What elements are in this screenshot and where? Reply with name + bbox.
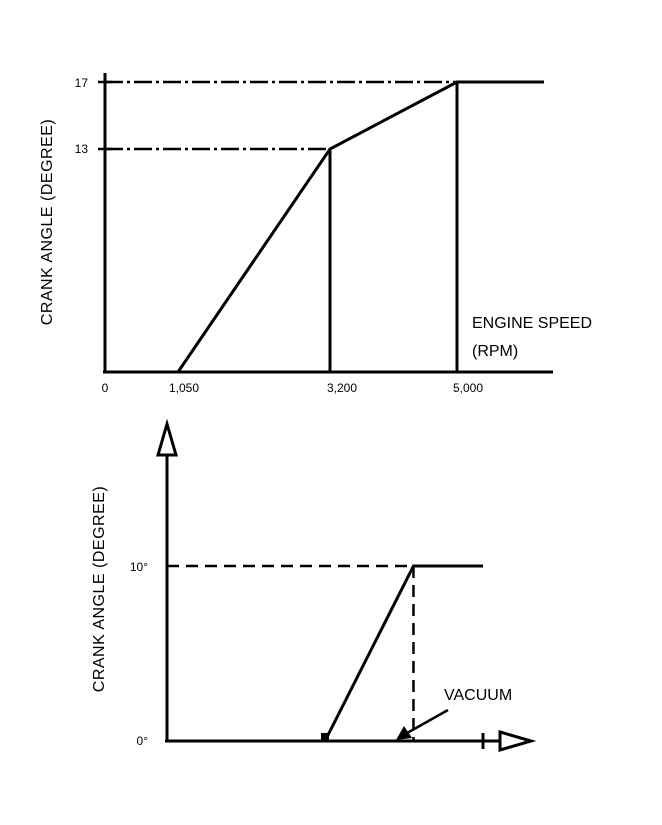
chart2-x-axis-arrowhead [498,730,537,752]
chart2-y-axis-arrowhead [156,418,178,457]
chart2-vacuum-arrowhead [396,726,412,740]
chart2-series-line [323,564,483,742]
chart1-x-tick-0: 0 [102,381,109,395]
chart2-y-tick-10: 10° [130,560,148,574]
chart-1: CRANK ANGLE (DEGREE) ENGINE SPEED (RPM) … [39,73,592,395]
chart1-x-axis-unit: (RPM) [472,343,518,360]
chart1-y-axis-label: CRANK ANGLE (DEGREE) [39,119,56,325]
chart1-y-tick-13: 13 [75,142,89,156]
chart1-x-tick-2: 3,200 [327,381,357,395]
chart1-x-tick-1: 1,050 [169,381,199,395]
chart2-vacuum-annotation: VACUUM [444,687,512,704]
chart2-y-tick-0: 0° [137,734,149,748]
chart-2: CRANK ANGLE (DEGREE) 0° 10° VACUUM [91,418,537,752]
chart1-y-tick-17: 17 [75,76,89,90]
chart2-y-axis-label: CRANK ANGLE (DEGREE) [91,486,108,692]
chart2-start-marker [321,733,329,741]
chart1-x-axis-label: ENGINE SPEED [472,315,592,332]
chart1-x-tick-3: 5,000 [453,381,483,395]
chart1-series-line [176,80,544,373]
